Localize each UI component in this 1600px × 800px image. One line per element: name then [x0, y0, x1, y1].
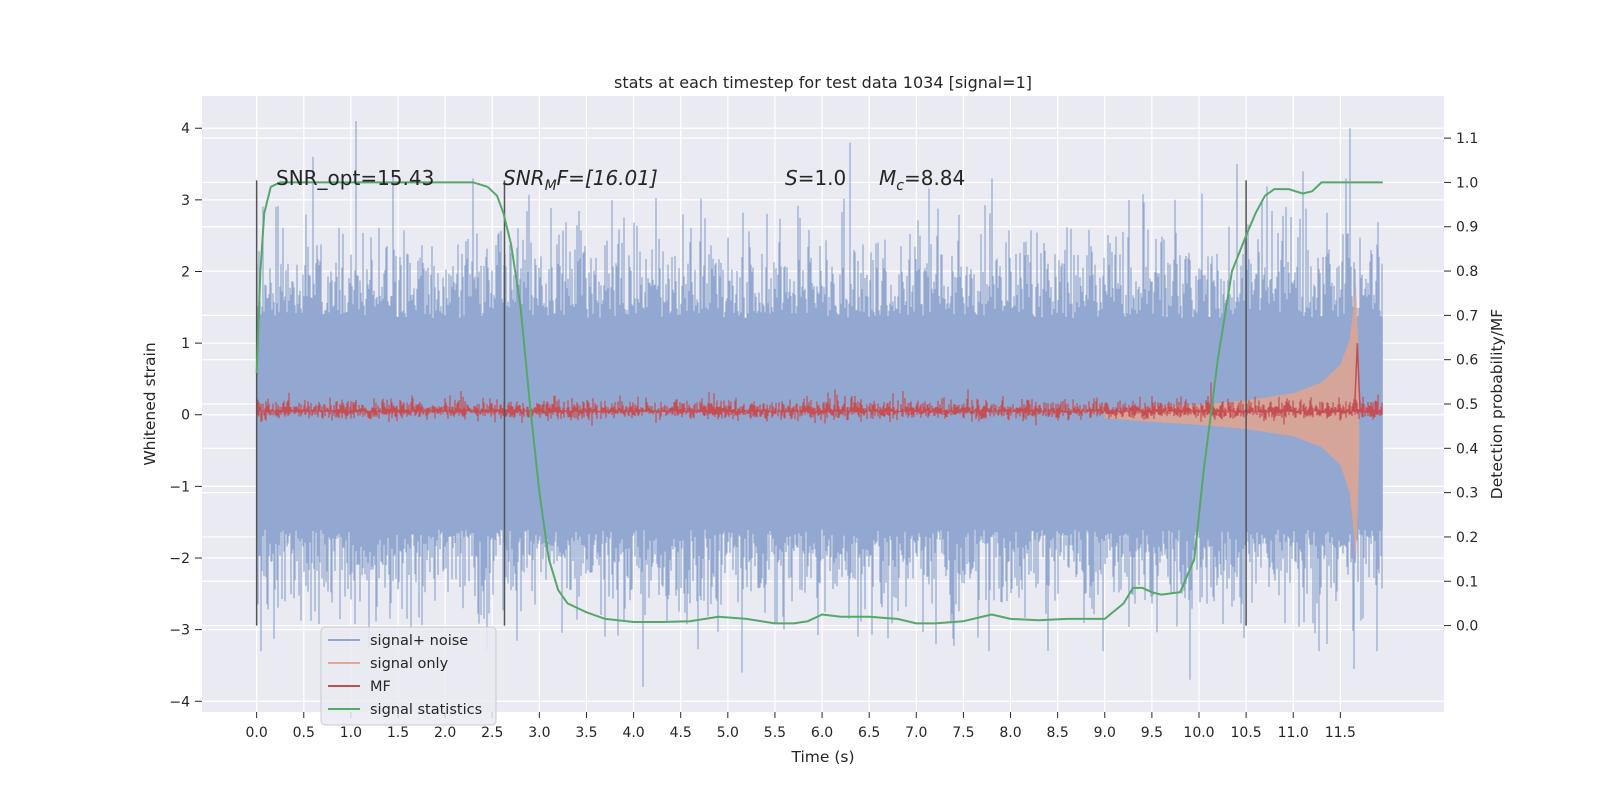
y-tick-label-left: 2	[181, 264, 190, 280]
x-tick-label: 11.0	[1278, 725, 1309, 741]
y-tick-label-left: −3	[169, 623, 190, 639]
legend-label-signal-only: signal only	[370, 656, 449, 672]
y-tick-label-left: −2	[169, 551, 190, 567]
y-axis-left-label: Whitened strain	[141, 342, 159, 465]
snr-mf-subscript: M	[545, 178, 557, 194]
y-tick-label-right: 0.3	[1456, 486, 1478, 502]
x-tick-label: 8.0	[999, 725, 1021, 741]
annotation-snr-mf: SNRMF=[16.01]	[503, 166, 658, 194]
signal-only-envelope	[1104, 284, 1360, 564]
y-tick-label-right: 0.9	[1456, 220, 1478, 236]
y-tick-label-right: 0.5	[1456, 397, 1478, 413]
x-tick-label: 4.0	[622, 725, 644, 741]
series-signal-statistics	[255, 181, 1383, 625]
y-tick-label-left: −1	[169, 479, 190, 495]
series-signal-only	[1104, 284, 1360, 564]
y-tick-label-right: 0.0	[1456, 619, 1478, 635]
y-axis-left-ticks: 4 3 2 1 0 −1 −2 −3 −4	[169, 121, 202, 710]
y-tick-label-left: 4	[181, 121, 190, 137]
x-tick-label: 9.0	[1094, 725, 1116, 741]
mf-peak	[1353, 343, 1361, 412]
y-tick-label-right: 1.0	[1456, 175, 1478, 191]
y-tick-label-left: 1	[181, 336, 190, 352]
x-tick-label: 9.5	[1141, 725, 1163, 741]
y-tick-label-right: 0.2	[1456, 530, 1478, 546]
y-tick-label-right: 0.6	[1456, 353, 1478, 369]
y-axis-right-ticks: 1.1 1.0 0.9 0.8 0.7 0.6 0.5 0.4 0.3 0.2 0.1 0.0	[1444, 131, 1478, 635]
y-tick-label-right: 0.7	[1456, 308, 1478, 324]
x-tick-label: 2.0	[434, 725, 456, 741]
legend-item-signal-statistics: signal statistics	[328, 702, 482, 718]
x-tick-label: 10.5	[1231, 725, 1262, 741]
y-axis-right-label: Detection probability/MF	[1488, 309, 1506, 500]
s-symbol: S	[785, 166, 798, 190]
y-tick-label-left: 3	[181, 193, 190, 209]
x-tick-label: 7.0	[905, 725, 927, 741]
x-tick-label: 10.0	[1183, 725, 1214, 741]
mc-value: =8.84	[904, 166, 965, 190]
y-tick-label-left: −4	[169, 694, 190, 710]
y-tick-label-right: 0.8	[1456, 264, 1478, 280]
x-tick-label: 5.0	[717, 725, 739, 741]
annotations: SNR_opt=15.43 SNRMF=[16.01] S=1.0 Mc=8.8…	[276, 166, 965, 194]
legend-label-signal-noise: signal+ noise	[370, 633, 468, 649]
s-value: =1.0	[798, 166, 847, 190]
legend-item-mf: MF	[328, 679, 391, 695]
x-tick-label: 0.0	[246, 725, 268, 741]
x-tick-label: 0.5	[293, 725, 315, 741]
y-tick-label-left: 0	[181, 408, 190, 424]
x-tick-label: 1.0	[340, 725, 362, 741]
chart-title: stats at each timestep for test data 103…	[614, 73, 1032, 92]
mc-symbol: M	[879, 166, 896, 190]
x-tick-label: 7.5	[952, 725, 974, 741]
signal-statistics-line	[255, 181, 1383, 625]
x-tick-label: 3.0	[528, 725, 550, 741]
x-tick-label: 8.5	[1047, 725, 1069, 741]
mc-subscript: c	[896, 178, 904, 194]
snr-mf-symbol: SNR	[503, 166, 545, 190]
x-tick-label: 11.5	[1325, 725, 1356, 741]
x-tick-label: 4.5	[670, 725, 692, 741]
y-tick-label-right: 0.4	[1456, 441, 1478, 457]
annotation-snr-opt: SNR_opt=15.43	[276, 166, 434, 190]
annotation-mc: Mc=8.84	[879, 166, 965, 194]
legend-item-signal-noise: signal+ noise	[328, 633, 468, 649]
snr-mf-f: F=[16.01]	[557, 166, 658, 190]
x-tick-label: 6.5	[858, 725, 880, 741]
x-axis-ticks: 0.0 0.5 1.0 1.5 2.0 2.5 3.0 3.5 4.0 4.5 5.0 5.5 6.0 6…	[246, 712, 1356, 741]
legend-box	[320, 626, 497, 726]
x-tick-label: 3.5	[575, 725, 597, 741]
vertical-markers	[255, 180, 1247, 626]
annotation-s: S=1.0	[785, 166, 846, 190]
y-tick-label-right: 0.1	[1456, 574, 1478, 590]
x-tick-label: 1.5	[387, 725, 409, 741]
legend-label-signal-statistics: signal statistics	[370, 702, 482, 718]
x-tick-label: 2.5	[481, 725, 503, 741]
x-tick-label: 6.0	[811, 725, 833, 741]
legend: signal+ noise signal only MF signal stat…	[320, 626, 497, 726]
legend-label-mf: MF	[370, 679, 391, 695]
legend-item-signal-only: signal only	[328, 656, 449, 672]
x-tick-label: 5.5	[764, 725, 786, 741]
x-axis-label: Time (s)	[790, 748, 854, 766]
y-tick-label-right: 1.1	[1456, 131, 1478, 147]
